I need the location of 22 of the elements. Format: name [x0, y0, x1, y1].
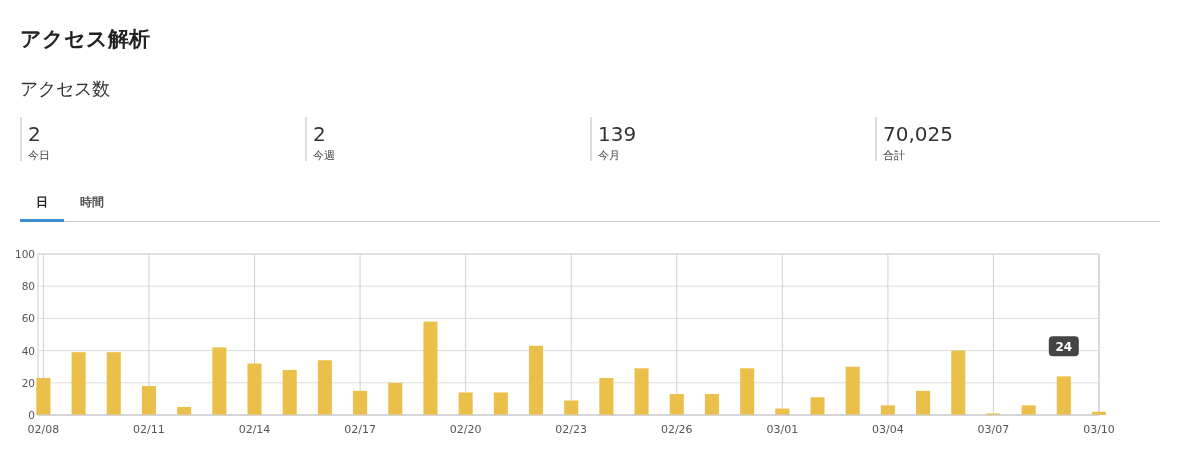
x-tick-label: 03/10	[1083, 423, 1115, 436]
y-tick-label: 60	[21, 312, 35, 325]
x-tick-label: 03/04	[872, 423, 904, 436]
x-tick-label: 02/23	[555, 423, 588, 436]
chart-title: アクセス解析	[20, 27, 150, 51]
x-tick-label: 03/07	[977, 423, 1010, 436]
y-tick-label: 20	[21, 376, 35, 389]
chart-subtitle: アクセス数	[20, 78, 110, 99]
x-tick-label: 03/01	[766, 423, 799, 436]
x-tick-label: 02/20	[449, 423, 482, 436]
text: 日	[36, 195, 48, 209]
x-tick-label: 02/08	[27, 423, 60, 436]
y-tick-label: 80	[21, 280, 35, 293]
y-tick-label: 0	[28, 409, 35, 421]
x-tick-label: 02/14	[238, 423, 271, 436]
text: 時間	[80, 195, 104, 209]
x-tick-label: 02/26	[660, 423, 693, 436]
data-label: 24	[1055, 339, 1073, 354]
x-tick-label: 02/11	[133, 423, 165, 436]
y-tick-label: 40	[21, 344, 35, 357]
y-tick-label: 100	[14, 248, 35, 260]
x-tick-label: 02/17	[344, 423, 376, 436]
